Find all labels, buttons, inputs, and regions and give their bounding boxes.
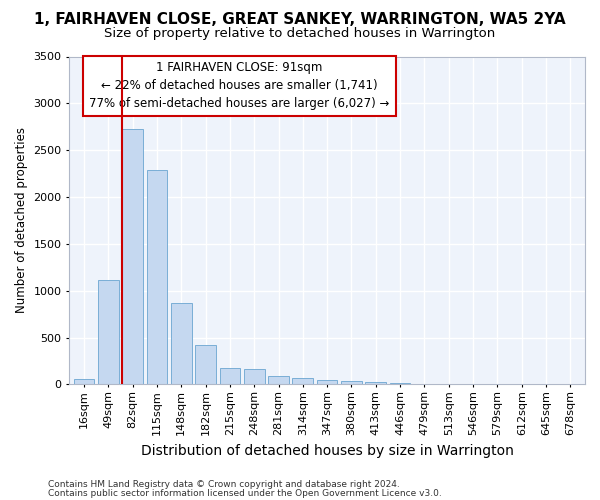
Bar (317, 380, 337, 384)
Text: 1 FAIRHAVEN CLOSE: 91sqm
← 22% of detached houses are smaller (1,741)
77% of sem: 1 FAIRHAVEN CLOSE: 91sqm ← 22% of detach… (89, 62, 389, 110)
Bar (268, 376, 289, 384)
Bar (292, 378, 313, 384)
Y-axis label: Number of detached properties: Number of detached properties (15, 128, 28, 314)
Bar (171, 303, 191, 384)
Bar (122, 128, 143, 384)
Bar (74, 380, 94, 384)
Text: 1, FAIRHAVEN CLOSE, GREAT SANKEY, WARRINGTON, WA5 2YA: 1, FAIRHAVEN CLOSE, GREAT SANKEY, WARRIN… (34, 12, 566, 28)
Bar (98, 280, 119, 384)
Bar (390, 382, 410, 384)
Bar (341, 380, 362, 384)
Bar (244, 369, 265, 384)
Bar (220, 368, 240, 384)
Text: Size of property relative to detached houses in Warrington: Size of property relative to detached ho… (104, 28, 496, 40)
Text: Contains public sector information licensed under the Open Government Licence v3: Contains public sector information licen… (48, 489, 442, 498)
Text: Contains HM Land Registry data © Crown copyright and database right 2024.: Contains HM Land Registry data © Crown c… (48, 480, 400, 489)
Bar (146, 170, 167, 384)
Bar (365, 382, 386, 384)
X-axis label: Distribution of detached houses by size in Warrington: Distribution of detached houses by size … (141, 444, 514, 458)
Bar (195, 345, 216, 385)
